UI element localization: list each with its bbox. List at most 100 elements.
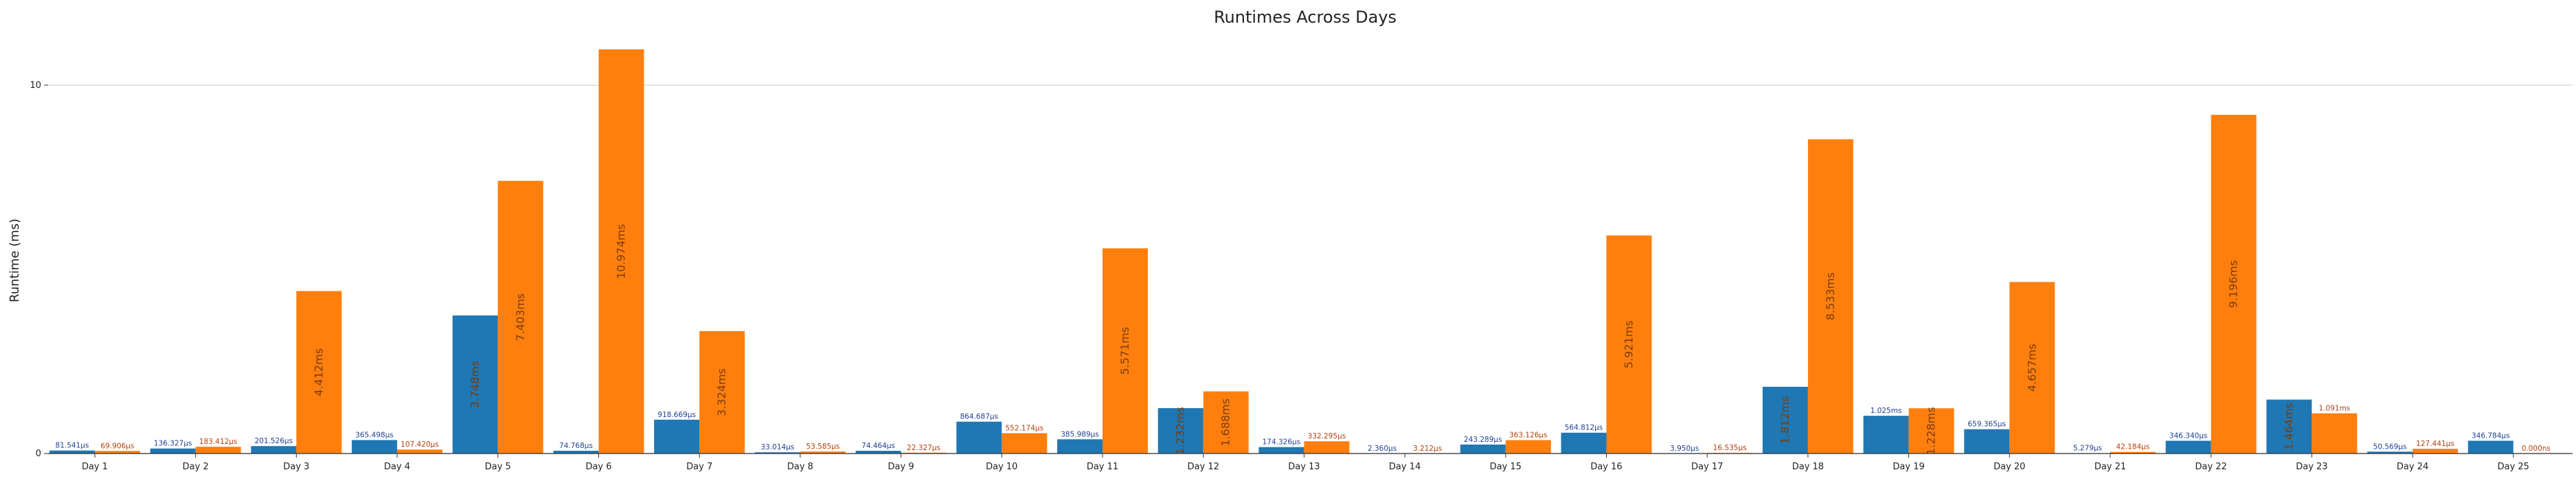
- bar-s1-23: [2266, 399, 2312, 454]
- bar-s1-8: [754, 452, 800, 454]
- x-tick-label: Day 13: [1288, 462, 1320, 472]
- bar-s2-2: [195, 447, 241, 454]
- bar-s2-1: [95, 451, 140, 454]
- bar-s2-24: [2413, 449, 2459, 454]
- bar-s2-23: [2312, 413, 2358, 454]
- bar-label-s2-4: 107.420μs: [400, 440, 439, 449]
- bar-s1-9: [855, 451, 901, 454]
- bar-label-s1-18: 1.812ms: [1778, 396, 1792, 445]
- bar-label-s2-11: 5.571ms: [1118, 327, 1131, 375]
- x-tick-label: Day 6: [585, 462, 611, 472]
- bar-label-s2-5: 7.403ms: [514, 293, 527, 342]
- x-tick-label: Day 22: [2195, 462, 2227, 472]
- bar-s2-16: [1606, 235, 1652, 454]
- bar-s2-10: [1002, 433, 1048, 454]
- bar-label-s1-5: 3.748ms: [468, 361, 482, 409]
- bar-s1-2: [150, 448, 196, 454]
- bar-label-s2-12: 1.688ms: [1219, 399, 1232, 447]
- bar-s2-15: [1505, 440, 1551, 454]
- bar-s1-20: [1964, 429, 2010, 454]
- bar-label-s2-19: 1.228ms: [1925, 407, 1938, 455]
- x-tick-label: Day 20: [1993, 462, 2025, 472]
- bar-label-s2-21: 42.184μs: [2116, 443, 2150, 451]
- x-tick-label: Day 15: [1490, 462, 1522, 472]
- bar-label-s2-25: 0.000ns: [2522, 445, 2551, 453]
- bar-label-s1-6: 74.768μs: [559, 442, 593, 450]
- bar-label-s1-3: 201.526μs: [255, 437, 293, 445]
- bar-s1-6: [553, 450, 599, 454]
- bar-s2-5: [497, 181, 543, 454]
- bar-s1-19: [1863, 416, 1909, 454]
- bar-label-s1-7: 918.669μs: [657, 411, 696, 419]
- bar-label-s1-23: 1.464ms: [2282, 403, 2295, 451]
- bar-label-s2-6: 10.974ms: [615, 224, 628, 279]
- bar-label-s1-19: 1.025ms: [1871, 407, 1902, 415]
- bar-label-s2-23: 1.091ms: [2319, 405, 2351, 413]
- bar-label-s1-12: 1.232ms: [1174, 407, 1187, 455]
- bar-label-s1-8: 33.014μs: [760, 443, 794, 451]
- bar-s1-5: [452, 315, 498, 454]
- bar-s2-12: [1203, 391, 1249, 454]
- x-tick-label: Day 1: [82, 462, 108, 472]
- bar-s1-22: [2165, 440, 2211, 454]
- x-tick-label: Day 23: [2296, 462, 2327, 472]
- bar-label-s2-24: 127.441μs: [2416, 440, 2454, 448]
- bar-label-s2-22: 9.196ms: [2227, 260, 2240, 309]
- gridlines: [48, 85, 2573, 454]
- bar-label-s2-14: 3.212μs: [1413, 445, 1442, 453]
- bar-s1-12: [1157, 407, 1204, 454]
- bar-s1-25: [2467, 440, 2513, 454]
- bar-label-s2-20: 4.657ms: [2025, 344, 2038, 392]
- bar-label-s2-9: 22.327μs: [907, 444, 940, 452]
- bar-s1-10: [956, 421, 1002, 454]
- bar-s1-24: [2367, 451, 2413, 454]
- bar-s2-13: [1304, 441, 1350, 454]
- bar-label-s2-18: 8.533ms: [1824, 272, 1837, 320]
- x-tick-label: Day 25: [2498, 462, 2529, 472]
- bar-label-s1-16: 564.812μs: [1565, 424, 1603, 432]
- bar-s2-8: [800, 451, 846, 454]
- bar-s1-18: [1762, 386, 1808, 454]
- x-tick-label: Day 11: [1087, 462, 1118, 472]
- bar-s1-4: [352, 440, 398, 454]
- x-tick-label: Day 21: [2094, 462, 2126, 472]
- x-tick-label: Day 16: [1590, 462, 1622, 472]
- y-tick-label: 0: [36, 449, 41, 459]
- bar-s2-11: [1103, 248, 1148, 454]
- bar-label-s2-13: 332.295μs: [1308, 432, 1346, 440]
- bar-label-s1-14: 2.360μs: [1368, 445, 1397, 453]
- data-labels: 81.541μs 69.906μs 136.327μs 183.412μs 201.52…: [56, 224, 2551, 455]
- x-tick-label: Day 14: [1389, 462, 1421, 472]
- bar-label-s1-24: 50.569μs: [2373, 443, 2407, 451]
- bar-s1-16: [1561, 432, 1607, 454]
- chart-title: Runtimes Across Days: [1214, 8, 1397, 27]
- bar-label-s2-17: 16.535μs: [1713, 444, 1747, 452]
- bar-s2-20: [2009, 282, 2055, 454]
- bar-s1-13: [1258, 447, 1304, 454]
- bar-s2-19: [1908, 408, 1954, 454]
- bar-s1-15: [1460, 444, 1506, 454]
- x-tick-label: Day 24: [2397, 462, 2428, 472]
- bar-s2-4: [397, 449, 443, 454]
- bar-label-s2-1: 69.906μs: [101, 442, 135, 450]
- bar-label-s1-17: 3.950μs: [1670, 445, 1699, 453]
- x-tick-label: Day 18: [1792, 462, 1824, 472]
- bar-label-s2-16: 5.921ms: [1623, 320, 1636, 368]
- y-tick-label: 10: [30, 80, 41, 91]
- bar-s2-6: [598, 49, 644, 454]
- x-tick-label: Day 7: [686, 462, 712, 472]
- bar-label-s2-10: 552.174μs: [1006, 424, 1044, 432]
- bar-s2-3: [296, 291, 342, 454]
- bar-label-s2-3: 4.412ms: [312, 348, 325, 396]
- bar-s1-3: [251, 446, 297, 454]
- x-tick-label: Day 9: [888, 462, 914, 472]
- bar-label-s1-22: 346.340μs: [2169, 432, 2208, 440]
- bar-label-s1-13: 174.326μs: [1263, 438, 1301, 447]
- bar-label-s2-7: 3.324ms: [715, 368, 728, 416]
- bar-label-s1-11: 385.989μs: [1061, 430, 1099, 438]
- bar-label-s1-25: 346.784μs: [2472, 432, 2510, 440]
- bar-s2-22: [2211, 115, 2257, 454]
- bars: [49, 49, 2513, 454]
- bar-label-s2-8: 53.585μs: [806, 443, 839, 451]
- x-tick-label: Day 2: [183, 462, 209, 472]
